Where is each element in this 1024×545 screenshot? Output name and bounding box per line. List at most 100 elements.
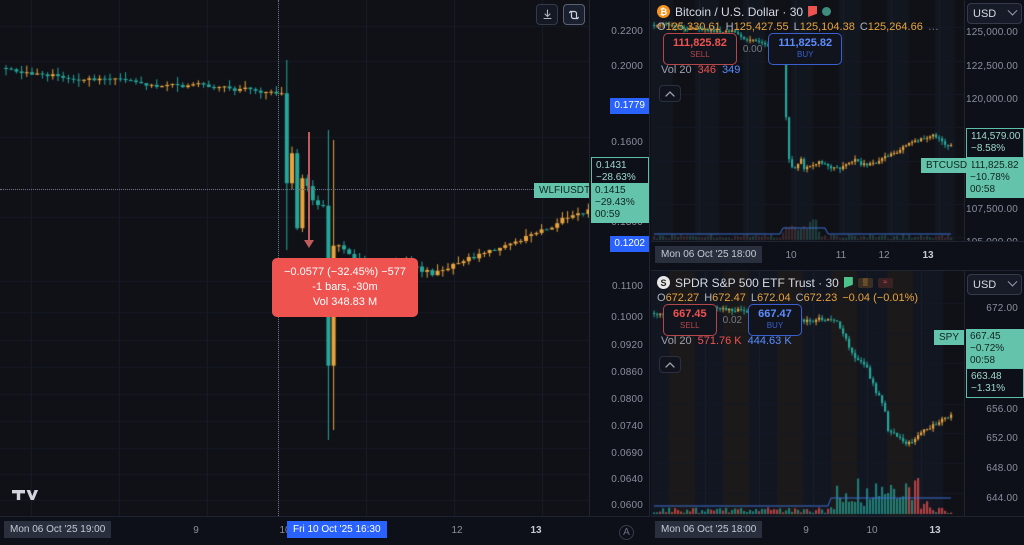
spy-volume-row: Vol 20 571.76 K 444.63 K (661, 335, 792, 347)
price-tick: 656.00 (986, 404, 1018, 415)
indicator-flag-green-icon[interactable] (843, 277, 853, 288)
measurement-arrow-line (308, 132, 310, 240)
spy-legend: S SPDR S&P 500 ETF Trust · 30 ▒ ≈ O 672.2… (657, 274, 918, 304)
ohlc-open-key: O (657, 21, 666, 33)
last-price-change: −29.43% (595, 197, 635, 208)
ohlc-high-value: 125,427.55 (733, 21, 789, 33)
spy-volume-buy: 444.63 K (747, 335, 792, 347)
spy-chart-panel[interactable]: S SPDR S&P 500 ETF Trust · 30 ▒ ≈ O 672.2… (651, 271, 1024, 545)
measurement-change: −0.0577 (−32.45%) −577 (284, 266, 407, 278)
last-price-countdown: 00:59 (595, 209, 621, 220)
price-tick: 0.1100 (611, 281, 643, 292)
spy-time-scale[interactable]: Mon 06 Oct '25 18:00 9 10 13 (651, 516, 1024, 545)
btc-sell-button[interactable]: 111,825.82 SELL (663, 33, 737, 65)
btc-currency-select[interactable]: USD (967, 3, 1022, 24)
chevron-down-icon (1007, 276, 1018, 287)
last-price-value: 0.1415 (595, 185, 626, 196)
time-tick: 9 (803, 525, 809, 536)
price-tick: 0.1000 (611, 312, 643, 323)
indicator-chip-red-icon[interactable]: ≈ (877, 277, 893, 288)
btc-last-countdown: 00:58 (970, 184, 996, 195)
btc-buy-label: BUY (797, 50, 814, 59)
time-tick: 13 (929, 525, 941, 536)
spy-buy-price: 667.47 (758, 308, 792, 320)
ohlc-low-key: L (793, 21, 800, 33)
btc-order-buttons[interactable]: 111,825.82 SELL 0.00 111,825.82 BUY (663, 33, 843, 65)
btc-last-price: 111,825.82 (970, 160, 1019, 171)
tradingview-logo (12, 487, 40, 508)
btc-sell-label: SELL (690, 50, 710, 59)
time-tick: 10 (785, 250, 797, 261)
ohlc-open-value: 125,330.61 (665, 21, 721, 33)
btc-spread-value: 0.00 (742, 43, 763, 55)
price-tick: 652.00 (986, 433, 1018, 444)
time-tick: 12 (878, 250, 890, 261)
crosshair-horizontal (0, 189, 590, 190)
time-tick: 13 (922, 250, 934, 261)
spy-sell-label: SELL (680, 321, 700, 330)
indicator-chip-icon[interactable]: ▒ (857, 277, 873, 288)
sync-icon[interactable] (563, 4, 585, 25)
price-tick: 644.00 (986, 493, 1018, 504)
indicator-dot-icon[interactable] (822, 7, 832, 16)
btc-currency-value: USD (973, 7, 997, 20)
ohlc-open-key: O (657, 292, 666, 304)
spy-price-scale[interactable]: 672.00 656.00 652.00 648.00 644.00 640.0… (964, 271, 1024, 533)
btc-chart-panel[interactable]: ₿ Bitcoin / U.S. Dollar · 30 O125,330.61… (651, 0, 1024, 271)
main-price-scale[interactable]: 0.2200 0.2000 0.1600 0.1300 0.1100 0.100… (589, 0, 649, 516)
spy-spread-value: 0.02 (722, 314, 743, 326)
right-panels-column: ₿ Bitcoin / U.S. Dollar · 30 O125,330.61… (651, 0, 1024, 545)
spy-buy-button[interactable]: 667.47 BUY (748, 304, 802, 336)
ohlc-more-icon[interactable]: … (927, 21, 939, 33)
spy-symbol-title[interactable]: SPDR S&P 500 ETF Trust · 30 (675, 275, 839, 290)
price-tick: 107,500.00 (965, 204, 1018, 215)
spy-last-price: 667.45 (970, 331, 1001, 342)
main-time-scale[interactable]: Mon 06 Oct '25 19:00 9 10 12 13 Fri 10 O… (0, 516, 650, 545)
spy-sell-button[interactable]: 667.45 SELL (663, 304, 717, 336)
crosshair-time-label: Fri 10 Oct '25 16:30 (287, 521, 387, 538)
ohlc-close-value: 672.23 (803, 292, 838, 304)
bitcoin-icon: ₿ (657, 5, 670, 18)
btc-symbol-title[interactable]: Bitcoin / U.S. Dollar · 30 (675, 4, 804, 19)
spy-collapse-pane-button[interactable] (659, 356, 681, 373)
main-chart-panel[interactable]: −0.0577 (−32.45%) −577 -1 bars, -30m Vol… (0, 0, 650, 545)
download-icon[interactable] (536, 4, 558, 25)
ohlc-high-value: 672.47 (712, 292, 746, 304)
btc-series-symbol-tag: BTCUSD (921, 158, 973, 173)
spy-last-badge: 667.45 −0.72% 00:58 (966, 329, 1024, 369)
ohlc-close-value: 125,264.66 (867, 21, 923, 33)
spy-order-buttons[interactable]: 667.45 SELL 0.02 667.47 BUY (663, 304, 802, 336)
btc-buy-button[interactable]: 111,825.82 BUY (768, 33, 843, 65)
btc-collapse-pane-button[interactable] (659, 85, 681, 102)
indicator-flag-red-icon[interactable] (808, 6, 818, 17)
spy-series-symbol-tag: SPY (934, 330, 965, 345)
price-tick: 0.0640 (611, 474, 643, 485)
btc-legend: ₿ Bitcoin / U.S. Dollar · 30 O125,330.61… (657, 3, 939, 33)
time-label-left: Mon 06 Oct '25 19:00 (4, 521, 112, 538)
auto-scale-badge[interactable]: A (619, 525, 634, 540)
btc-high-badge: 114,579.00 −8.58% (966, 128, 1024, 158)
spy-currency-select[interactable]: USD (967, 274, 1022, 295)
spy-buy-label: BUY (766, 321, 784, 330)
price-tick: 0.2200 (611, 26, 643, 37)
time-tick: 11 (835, 250, 847, 261)
time-label-left: Mon 06 Oct '25 18:00 (655, 521, 763, 538)
spy-symbol-icon: S (657, 276, 670, 289)
btc-volume-label: Vol 20 (661, 64, 692, 76)
btc-last-change: −10.78% (970, 172, 1010, 183)
spy-sell-price: 667.45 (673, 308, 707, 320)
measurement-tooltip[interactable]: −0.0577 (−32.45%) −577 -1 bars, -30m Vol… (272, 258, 419, 317)
price-tick: 672.00 (986, 303, 1018, 314)
time-tick: 9 (193, 525, 199, 536)
ohlc-low-value: 672.04 (756, 292, 791, 304)
spy-close-change: −1.31% (971, 383, 1006, 394)
main-chart-plot[interactable]: −0.0577 (−32.45%) −577 -1 bars, -30m Vol… (0, 0, 590, 516)
main-chart-toolbar[interactable] (536, 4, 585, 25)
btc-price-scale[interactable]: 125,000.00 122,500.00 120,000.00 117,500… (964, 0, 1024, 248)
btc-buy-price: 111,825.82 (778, 37, 833, 49)
price-tick: 0.1600 (611, 137, 643, 148)
btc-time-scale[interactable]: Mon 06 Oct '25 18:00 10 11 12 13 (651, 241, 1024, 270)
prev-close-badge: 0.1202 (610, 236, 649, 252)
price-tick: 0.0920 (611, 340, 643, 351)
